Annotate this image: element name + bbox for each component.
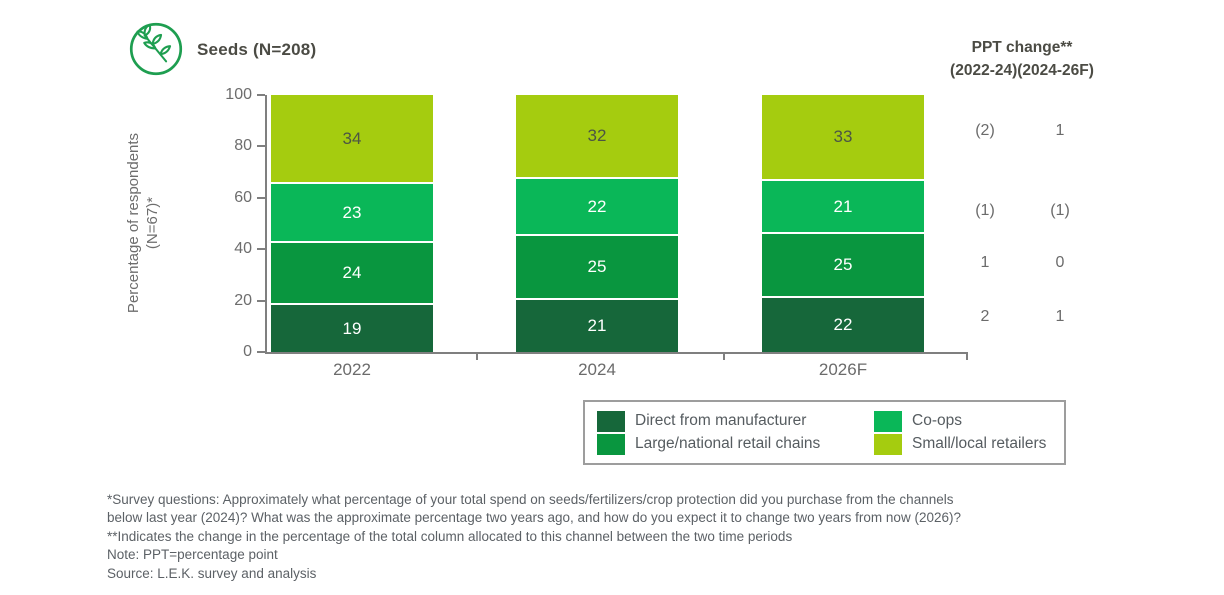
ppt-change-value: (1) <box>975 202 995 219</box>
bar-segment-value: 19 <box>342 318 362 338</box>
stacked-bar: 33 21 25 22 <box>762 95 924 352</box>
bar-segment: 22 <box>762 296 924 352</box>
bar-segment-value: 23 <box>342 202 362 222</box>
ppt-change-value: 1 <box>980 254 990 271</box>
legend-swatch <box>874 433 902 455</box>
legend-item: Co-ops <box>874 410 1054 432</box>
bar-segment-value: 34 <box>342 128 362 148</box>
x-axis-line <box>265 352 968 354</box>
bar-segment: 34 <box>271 95 433 183</box>
y-tick-mark <box>257 145 265 148</box>
x-tick-mark <box>476 352 478 360</box>
bar-segment: 21 <box>762 178 924 233</box>
y-tick-label: 80 <box>234 137 252 155</box>
legend-item: Small/local retailers <box>874 433 1054 455</box>
legend-swatch <box>597 433 625 455</box>
bar-segment-value: 25 <box>587 256 607 276</box>
bar-segment-value: 22 <box>833 314 853 334</box>
bar-segment: 23 <box>271 182 433 242</box>
y-tick-mark <box>257 299 265 302</box>
legend-label: Small/local retailers <box>912 435 1047 452</box>
y-axis-line <box>265 95 267 354</box>
legend-item: Direct from manufacturer <box>597 410 874 432</box>
footnote-line: below last year (2024)? What was the app… <box>107 510 961 526</box>
legend-swatch <box>874 410 902 432</box>
y-tick-label: 100 <box>225 86 252 103</box>
y-tick-mark <box>257 248 265 251</box>
ppt-change-value: (2) <box>975 122 995 139</box>
x-category-label: 2022 <box>333 360 371 379</box>
bar-segment: 19 <box>271 303 433 352</box>
bar-segment: 32 <box>516 95 678 178</box>
chart-legend: Direct from manufacturer Co-ops Large/nati… <box>583 400 1066 465</box>
bar-segment-value: 21 <box>587 316 607 335</box>
bar-segment-value: 24 <box>342 263 362 283</box>
legend-label: Large/national retail chains <box>635 435 821 452</box>
y-tick-mark <box>257 94 265 96</box>
stacked-bar: 32 22 25 21 <box>516 95 678 352</box>
y-tick-label: 60 <box>234 188 252 206</box>
footnote-line: Source: L.E.K. survey and analysis <box>107 565 317 581</box>
ppt-change-value: (1) <box>1050 202 1070 219</box>
y-tick-mark <box>257 351 265 353</box>
x-tick-mark <box>966 352 968 360</box>
stacked-bar: 34 23 24 19 <box>271 95 433 352</box>
bar-segment: 21 <box>516 298 678 352</box>
x-category-label: 2026F <box>818 360 868 379</box>
legend-swatch <box>597 410 625 432</box>
ppt-change-value: 1 <box>1055 308 1065 325</box>
bar-segment-value: 25 <box>833 255 853 275</box>
page-title: Seeds (N=208) <box>197 40 317 59</box>
ppt-change-value: 0 <box>1055 254 1065 271</box>
footnote-line: Note: PPT=percentage point <box>107 547 278 563</box>
ppt-change-value: 1 <box>1055 122 1065 139</box>
y-axis-label: Percentage of respondents (N=67)* <box>125 132 161 314</box>
bar-segment-value: 22 <box>587 196 607 216</box>
bar-segment: 33 <box>762 95 924 179</box>
ppt-change-value: 2 <box>980 308 990 325</box>
bar-segment: 22 <box>516 177 678 234</box>
y-tick-label: 20 <box>234 291 252 309</box>
bar-segment-value: 33 <box>833 126 853 146</box>
legend-label: Co-ops <box>912 412 962 429</box>
bar-segment: 25 <box>762 232 924 296</box>
footnotes: *Survey questions: Approximately what pe… <box>107 491 1137 583</box>
ppt-change-header: PPT change** (2022-24)(2024-26F) <box>950 39 1094 79</box>
legend-item: Large/national retail chains <box>597 433 874 455</box>
bar-segment-value: 32 <box>587 126 607 146</box>
y-tick-label: 40 <box>234 240 252 258</box>
bar-segment-value: 21 <box>833 196 853 216</box>
legend-label: Direct from manufacturer <box>635 412 807 429</box>
footnote-line: **Indicates the change in the percentage… <box>107 528 793 544</box>
bar-segment: 25 <box>516 233 678 299</box>
y-tick-mark <box>257 196 265 199</box>
y-tick-label: 0 <box>243 343 252 360</box>
x-category-label: 2024 <box>578 360 616 379</box>
leaf-branch-icon <box>129 22 183 76</box>
footnote-line: *Survey questions: Approximately what pe… <box>107 492 954 507</box>
x-tick-mark <box>723 352 725 360</box>
bar-segment: 24 <box>271 241 433 304</box>
